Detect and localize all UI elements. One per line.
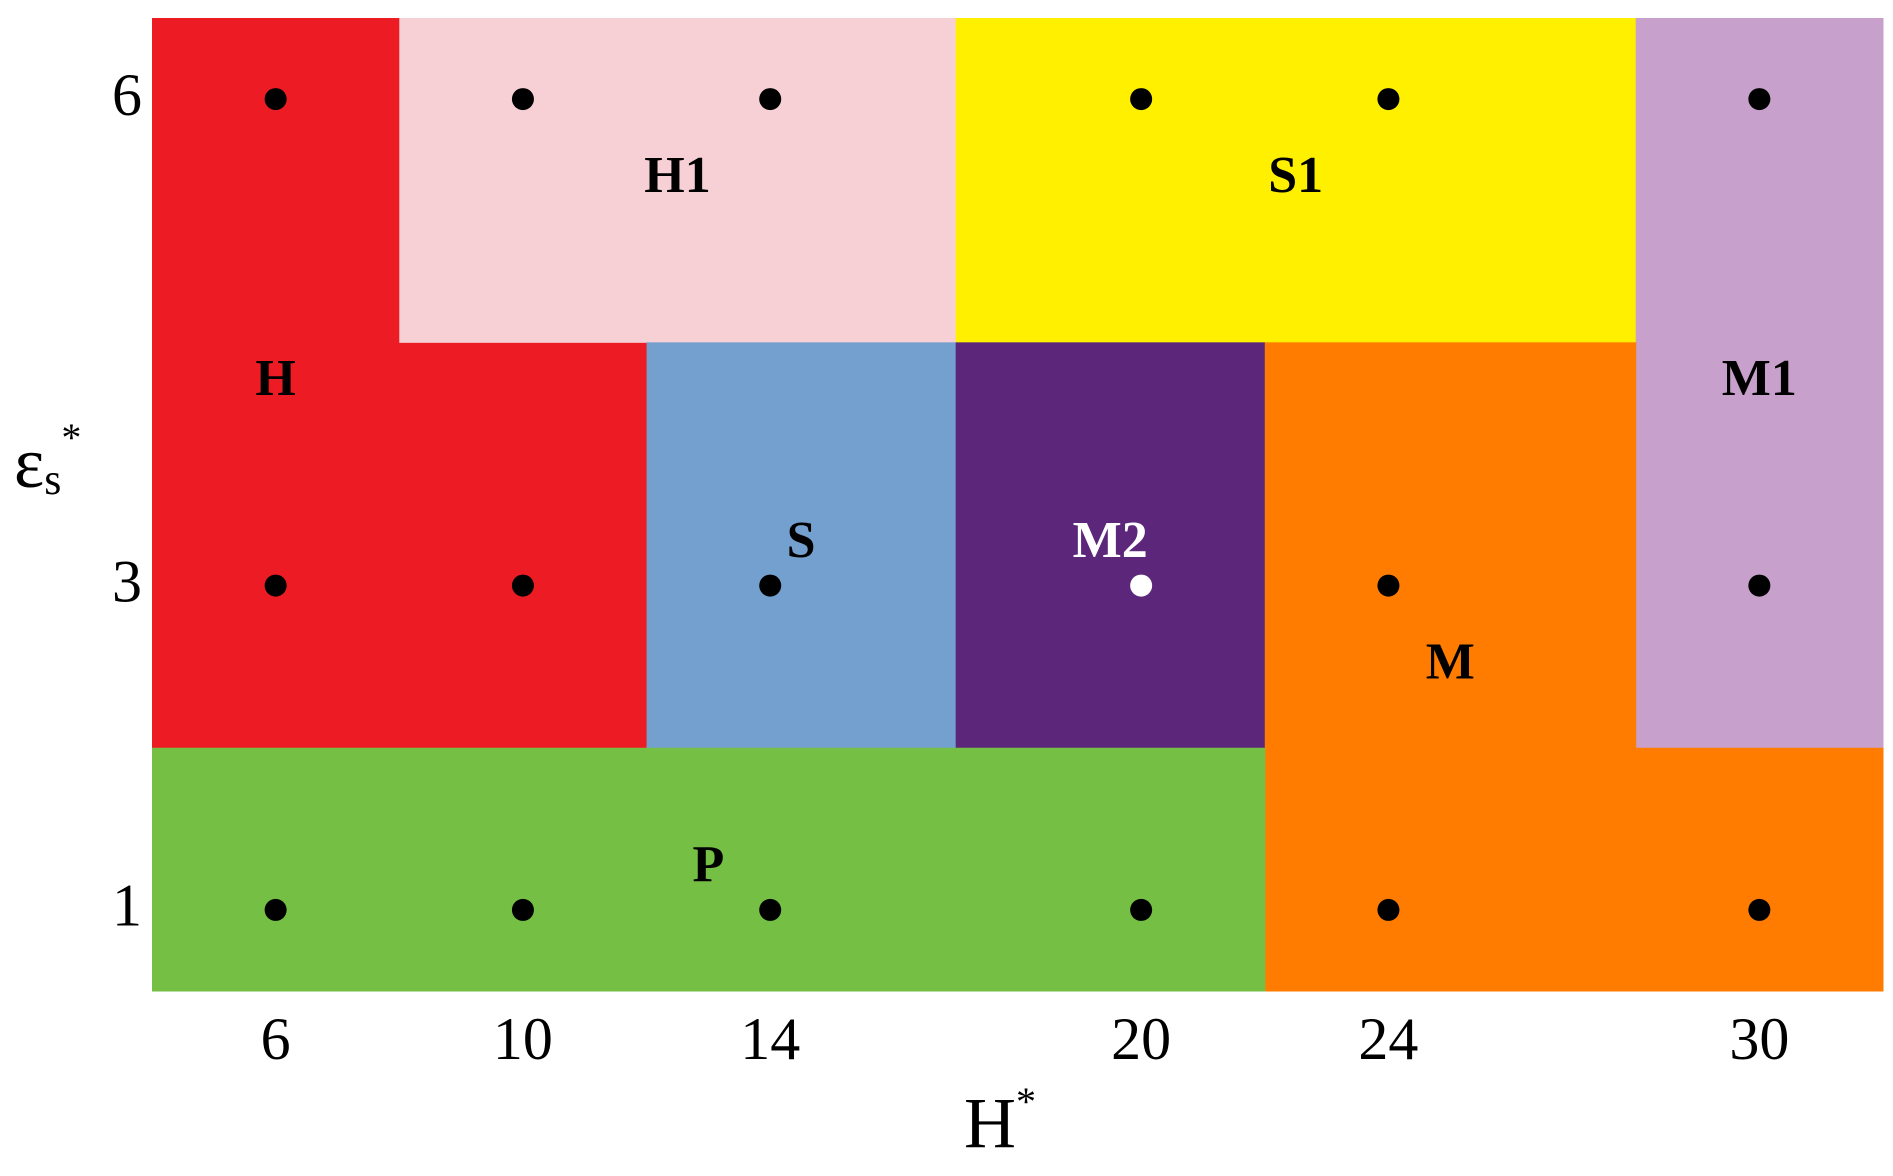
- region-rect: [152, 18, 400, 749]
- point: [1377, 574, 1400, 597]
- region-label: M1: [1722, 350, 1797, 407]
- point: [759, 88, 782, 111]
- region-rect: [955, 18, 1637, 343]
- x-tick-label: 30: [1729, 1006, 1789, 1072]
- x-tick-label: 14: [740, 1006, 800, 1072]
- x-tick-label: 10: [493, 1006, 553, 1072]
- point: [1748, 574, 1771, 597]
- region-rect: [646, 342, 957, 749]
- region-label: M2: [1073, 512, 1148, 569]
- point: [1377, 88, 1400, 111]
- y-label-sup: *: [61, 415, 81, 460]
- region-rect: [955, 342, 1266, 749]
- point: [759, 574, 782, 597]
- point: [1130, 88, 1153, 111]
- y-axis-label: εs*: [14, 415, 81, 504]
- point: [1748, 898, 1771, 921]
- x-axis-label: H*: [964, 1079, 1036, 1162]
- points: [264, 88, 1771, 921]
- point: [264, 898, 287, 921]
- region-label: M: [1426, 634, 1475, 691]
- point: [1130, 574, 1153, 597]
- region-rect: [399, 18, 957, 343]
- region-label: H1: [644, 147, 710, 204]
- region-label: P: [693, 836, 725, 893]
- x-tick-label: 6: [261, 1006, 291, 1072]
- region-label: S1: [1268, 147, 1323, 204]
- regions: [152, 18, 1884, 992]
- region-label: S: [787, 512, 816, 569]
- point: [1130, 898, 1153, 921]
- point: [1377, 898, 1400, 921]
- y-label-sub: s: [44, 455, 61, 504]
- region-rect: [399, 342, 648, 749]
- x-label-sup: *: [1016, 1079, 1036, 1124]
- x-tick-label: 20: [1111, 1006, 1171, 1072]
- y-tick-label: 3: [112, 548, 142, 614]
- x-label-base: H: [964, 1083, 1016, 1163]
- point: [511, 898, 534, 921]
- region-rect: [1635, 747, 1884, 992]
- y-tick-label: 1: [112, 873, 142, 939]
- y-label-base: ε: [14, 423, 44, 503]
- point: [759, 898, 782, 921]
- region-rect: [1264, 342, 1637, 992]
- region-rect: [1635, 18, 1884, 749]
- region-label: H: [255, 350, 295, 407]
- region-rect: [152, 747, 1266, 992]
- point: [264, 574, 287, 597]
- y-tick-label: 6: [112, 62, 142, 128]
- point: [511, 574, 534, 597]
- labels: H H1 S1 M1 S M2 M P: [255, 147, 1796, 893]
- point: [511, 88, 534, 111]
- point: [1748, 88, 1771, 111]
- point: [264, 88, 287, 111]
- x-tick-label: 24: [1358, 1006, 1418, 1072]
